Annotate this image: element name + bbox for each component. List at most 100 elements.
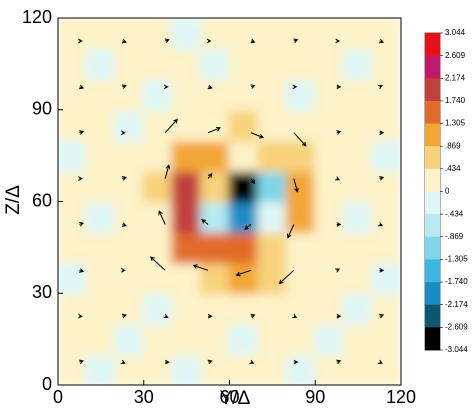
- field-cell: [371, 139, 401, 172]
- field-cell: [314, 169, 345, 203]
- field-cell: [58, 353, 88, 385]
- field-cell: [257, 139, 288, 172]
- field-cell: [285, 292, 317, 325]
- field-cell: [314, 139, 345, 172]
- cells: [58, 18, 401, 385]
- vector-arrow: [292, 84, 298, 90]
- x-tick-label: 0: [53, 387, 63, 407]
- field-cell: [114, 139, 145, 172]
- vector-arrow: [207, 172, 213, 179]
- field: [58, 18, 401, 385]
- field-cell: [228, 292, 260, 325]
- vector-arrow: [207, 359, 213, 365]
- vector-arrow: [377, 84, 383, 90]
- x-tick-label: 120: [386, 387, 416, 407]
- colorbar-label: -.434: [445, 209, 464, 218]
- field-cell: [85, 353, 117, 385]
- field-cell: [114, 18, 145, 50]
- field-cell: [58, 231, 88, 264]
- field-cell: [342, 139, 374, 172]
- vector-arrow: [335, 38, 341, 44]
- field-cell: [58, 261, 88, 295]
- vector-arrow: [121, 222, 127, 227]
- vector-arrow: [79, 359, 85, 365]
- field-cell: [285, 169, 317, 203]
- field-cell: [257, 231, 288, 264]
- field-cell: [342, 292, 374, 325]
- field-cell: [228, 108, 260, 142]
- field-cell: [114, 292, 145, 325]
- field-cell: [142, 78, 174, 111]
- field-cell: [85, 139, 117, 172]
- field-cell: [142, 292, 174, 325]
- field-cell: [171, 353, 202, 385]
- colorbar-label: 2.174: [445, 73, 466, 82]
- vector-arrow: [78, 313, 83, 319]
- vector-arrow: [235, 269, 252, 277]
- vector-arrow: [293, 38, 299, 44]
- colorbar-band: [425, 282, 440, 306]
- vector-arrow: [150, 256, 166, 271]
- field-cell: [371, 18, 401, 50]
- field-cell: [85, 78, 117, 111]
- field-cell: [257, 78, 288, 111]
- field-cell: [85, 108, 117, 142]
- field-cell: [228, 322, 260, 356]
- field-cell: [257, 292, 288, 325]
- field-cell: [85, 231, 117, 264]
- y-axis-label: Z/Δ: [3, 185, 24, 215]
- field-cell: [199, 353, 231, 385]
- field-cell: [285, 261, 317, 295]
- field-cell: [142, 231, 174, 264]
- field-cell: [199, 169, 231, 203]
- vector-arrow: [379, 176, 385, 181]
- colorbar-band: [425, 33, 440, 56]
- vector-arrow: [244, 224, 252, 230]
- field-cell: [58, 139, 88, 172]
- field-cell: [85, 322, 117, 356]
- field-cell: [257, 169, 288, 203]
- field-cell: [85, 292, 117, 325]
- colorbar-label: 1.740: [445, 96, 466, 105]
- field-cell: [114, 200, 145, 234]
- field-cell: [199, 322, 231, 356]
- vector-arrow: [163, 313, 169, 319]
- vector-arrow: [336, 84, 342, 90]
- vector-arrow: [379, 267, 385, 273]
- field-cell: [257, 353, 288, 385]
- field-cell: [314, 292, 345, 325]
- colorbar-label: .869: [445, 141, 461, 150]
- vector-arrow: [120, 267, 126, 273]
- vector-arrow: [379, 313, 385, 319]
- field-cell: [285, 231, 317, 264]
- field-cell: [58, 18, 88, 50]
- vector-arrow: [120, 130, 126, 136]
- vector-arrow: [121, 313, 127, 319]
- field-cell: [142, 353, 174, 385]
- x-tick-label: 60: [219, 387, 239, 407]
- vector-arrow: [192, 264, 209, 271]
- field-cell: [371, 231, 401, 264]
- field-cell: [371, 322, 401, 356]
- field-cell: [342, 108, 374, 142]
- field-cell: [85, 261, 117, 295]
- field-cell: [228, 261, 260, 295]
- field-cell: [371, 200, 401, 234]
- colorbar-band: [425, 78, 440, 102]
- y-tick-label: 60: [32, 190, 52, 210]
- field-cell: [114, 108, 145, 142]
- colorbar-label: 3.044: [445, 28, 466, 37]
- vector-arrow: [79, 222, 85, 227]
- field-cell: [314, 261, 345, 295]
- colorbar-band: [425, 327, 440, 351]
- vector-arrow: [78, 176, 83, 181]
- field-cell: [285, 139, 317, 172]
- field-cell: [314, 18, 345, 50]
- field-cell: [114, 261, 145, 295]
- vector-arrow: [121, 176, 127, 181]
- vector-arrow: [165, 359, 170, 365]
- field-cell: [342, 78, 374, 111]
- field-cell: [114, 47, 145, 81]
- vector-arrow: [336, 359, 342, 365]
- colorbar-label: -2.174: [445, 300, 468, 309]
